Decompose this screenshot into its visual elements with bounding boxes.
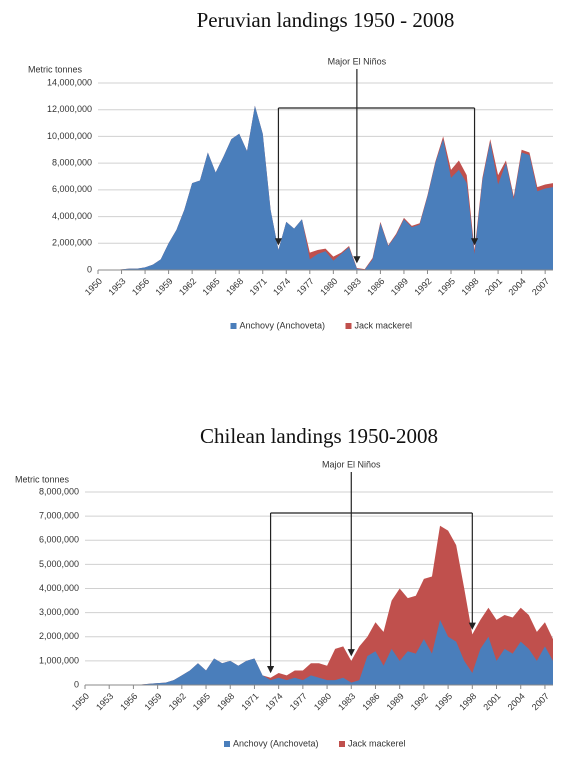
x-tick-label: 1992: [412, 276, 433, 297]
x-tick-label: 1965: [201, 276, 222, 297]
y-tick-label: 6,000,000: [52, 184, 92, 194]
x-tick-label: 1992: [409, 691, 430, 712]
y-tick-label: 0: [74, 679, 79, 689]
x-tick-label: 2007: [530, 276, 551, 297]
y-tick-label: 2,000,000: [39, 631, 79, 641]
x-tick-label: 1965: [191, 691, 212, 712]
x-tick-label: 1983: [342, 276, 363, 297]
x-tick-label: 2004: [506, 276, 527, 297]
x-tick-label: 2007: [530, 691, 551, 712]
y-tick-label: 14,000,000: [47, 77, 92, 87]
x-tick-label: 1950: [70, 691, 91, 712]
chart-title: Chilean landings 1950-2008: [200, 424, 438, 448]
y-tick-label: 7,000,000: [39, 511, 79, 521]
y-tick-label: 2,000,000: [52, 238, 92, 248]
x-tick-label: 1956: [130, 276, 151, 297]
y-axis-label: Metric tonnes: [28, 64, 83, 74]
x-tick-label: 2004: [506, 691, 527, 712]
x-tick-label: 1971: [248, 276, 269, 297]
x-tick-label: 1959: [142, 691, 163, 712]
x-tick-label: 1962: [167, 691, 188, 712]
y-tick-label: 8,000,000: [52, 158, 92, 168]
y-tick-label: 12,000,000: [47, 104, 92, 114]
y-tick-label: 8,000,000: [39, 486, 79, 496]
legend-swatch: [230, 323, 237, 329]
area: [98, 105, 553, 270]
y-tick-label: 5,000,000: [39, 559, 79, 569]
y-tick-label: 4,000,000: [39, 583, 79, 593]
x-tick-label: 1950: [83, 276, 104, 297]
x-tick-label: 2001: [483, 276, 504, 297]
annotation-text: Major El Niños: [322, 459, 381, 469]
x-tick-label: 1989: [389, 276, 410, 297]
y-axis-label: Metric tonnes: [15, 474, 70, 484]
x-tick-label: 1986: [365, 276, 386, 297]
legend-label: Jack mackerel: [348, 738, 406, 748]
chart-title: Peruvian landings 1950 - 2008: [197, 8, 455, 32]
x-tick-label: 1998: [457, 691, 478, 712]
legend-label: Jack mackerel: [355, 320, 413, 330]
x-tick-label: 1995: [436, 276, 457, 297]
x-tick-label: 1968: [215, 691, 236, 712]
legend-label: Anchovy (Anchoveta): [233, 738, 319, 748]
legend: Anchovy (Anchoveta) Jack mackerel: [224, 738, 406, 748]
y-tick-label: 4,000,000: [52, 211, 92, 221]
x-tick-label: 1968: [224, 276, 245, 297]
x-tick-label: 1953: [94, 691, 115, 712]
legend-swatch: [345, 323, 352, 329]
x-tick-label: 1974: [271, 276, 292, 297]
y-tick-label: 10,000,000: [47, 131, 92, 141]
x-tick-label: 1989: [385, 691, 406, 712]
x-tick-label: 1953: [106, 276, 127, 297]
x-tick-label: 1974: [264, 691, 285, 712]
legend-label: Anchovy (Anchoveta): [240, 320, 326, 330]
y-tick-label: 3,000,000: [39, 607, 79, 617]
x-tick-label: 1983: [336, 691, 357, 712]
y-tick-label: 6,000,000: [39, 535, 79, 545]
legend: Anchovy (Anchoveta) Jack mackerel: [230, 320, 413, 330]
legend-swatch: [339, 741, 345, 747]
x-tick-label: 2001: [481, 691, 502, 712]
x-tick-label: 1977: [295, 276, 316, 297]
x-tick-label: 1977: [288, 691, 309, 712]
y-tick-label: 0: [87, 264, 92, 274]
legend-swatch: [224, 741, 230, 747]
x-tick-label: 1980: [318, 276, 339, 297]
x-tick-label: 1998: [459, 276, 480, 297]
x-tick-label: 1959: [153, 276, 174, 297]
area: [85, 619, 553, 685]
x-tick-label: 1956: [118, 691, 139, 712]
y-tick-label: 1,000,000: [39, 655, 79, 665]
x-tick-label: 1986: [360, 691, 381, 712]
x-tick-label: 1962: [177, 276, 198, 297]
x-tick-label: 1980: [312, 691, 333, 712]
x-tick-label: 1971: [239, 691, 260, 712]
x-tick-label: 1995: [433, 691, 454, 712]
annotation-text: Major El Niños: [328, 56, 387, 66]
